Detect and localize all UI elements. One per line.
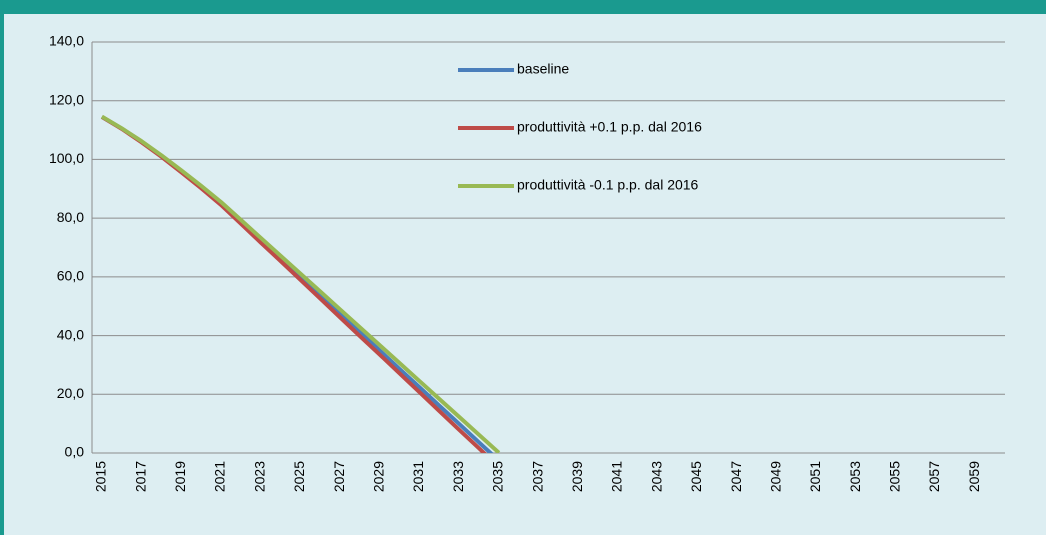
x-tick-label: 2037 bbox=[529, 461, 545, 492]
y-tick-label: 80,0 bbox=[57, 209, 84, 225]
x-tick-label: 2029 bbox=[370, 461, 386, 492]
x-tick-label: 2039 bbox=[569, 461, 585, 492]
x-tick-label: 2041 bbox=[609, 461, 625, 492]
y-tick-label: 40,0 bbox=[57, 326, 84, 342]
x-tick-label: 2021 bbox=[212, 461, 228, 492]
x-tick-label: 2055 bbox=[887, 461, 903, 492]
y-tick-label: 60,0 bbox=[57, 268, 84, 284]
legend-label: produttività -0.1 p.p. dal 2016 bbox=[517, 177, 699, 193]
y-tick-label: 140,0 bbox=[49, 33, 84, 49]
x-tick-label: 2057 bbox=[926, 461, 942, 492]
x-tick-label: 2023 bbox=[251, 461, 267, 492]
x-tick-label: 2049 bbox=[767, 461, 783, 492]
x-tick-label: 2019 bbox=[172, 461, 188, 492]
y-tick-label: 120,0 bbox=[49, 91, 84, 107]
plot-lines bbox=[100, 114, 501, 453]
x-tick-label: 2043 bbox=[648, 461, 664, 492]
legend-label: produttività +0.1 p.p. dal 2016 bbox=[517, 119, 702, 135]
x-tick-label: 2053 bbox=[847, 461, 863, 492]
x-tick-label: 2035 bbox=[490, 461, 506, 492]
x-tick-label: 2027 bbox=[331, 461, 347, 492]
y-tick-label: 0,0 bbox=[65, 444, 85, 460]
y-tick-label: 20,0 bbox=[57, 385, 84, 401]
series-line bbox=[100, 114, 501, 453]
x-tick-label: 2015 bbox=[93, 461, 109, 492]
x-tick-label: 2025 bbox=[291, 461, 307, 492]
top-band bbox=[0, 0, 1046, 14]
x-tick-label: 2033 bbox=[450, 461, 466, 492]
x-tick-label: 2045 bbox=[688, 461, 704, 492]
x-tick-label: 2051 bbox=[807, 461, 823, 492]
left-border bbox=[0, 0, 4, 535]
x-tick-label: 2059 bbox=[966, 461, 982, 492]
y-tick-label: 100,0 bbox=[49, 150, 84, 166]
x-tick-label: 2017 bbox=[132, 461, 148, 492]
x-tick-label: 2031 bbox=[410, 461, 426, 492]
x-tick-label: 2047 bbox=[728, 461, 744, 492]
legend-label: baseline bbox=[517, 61, 569, 77]
